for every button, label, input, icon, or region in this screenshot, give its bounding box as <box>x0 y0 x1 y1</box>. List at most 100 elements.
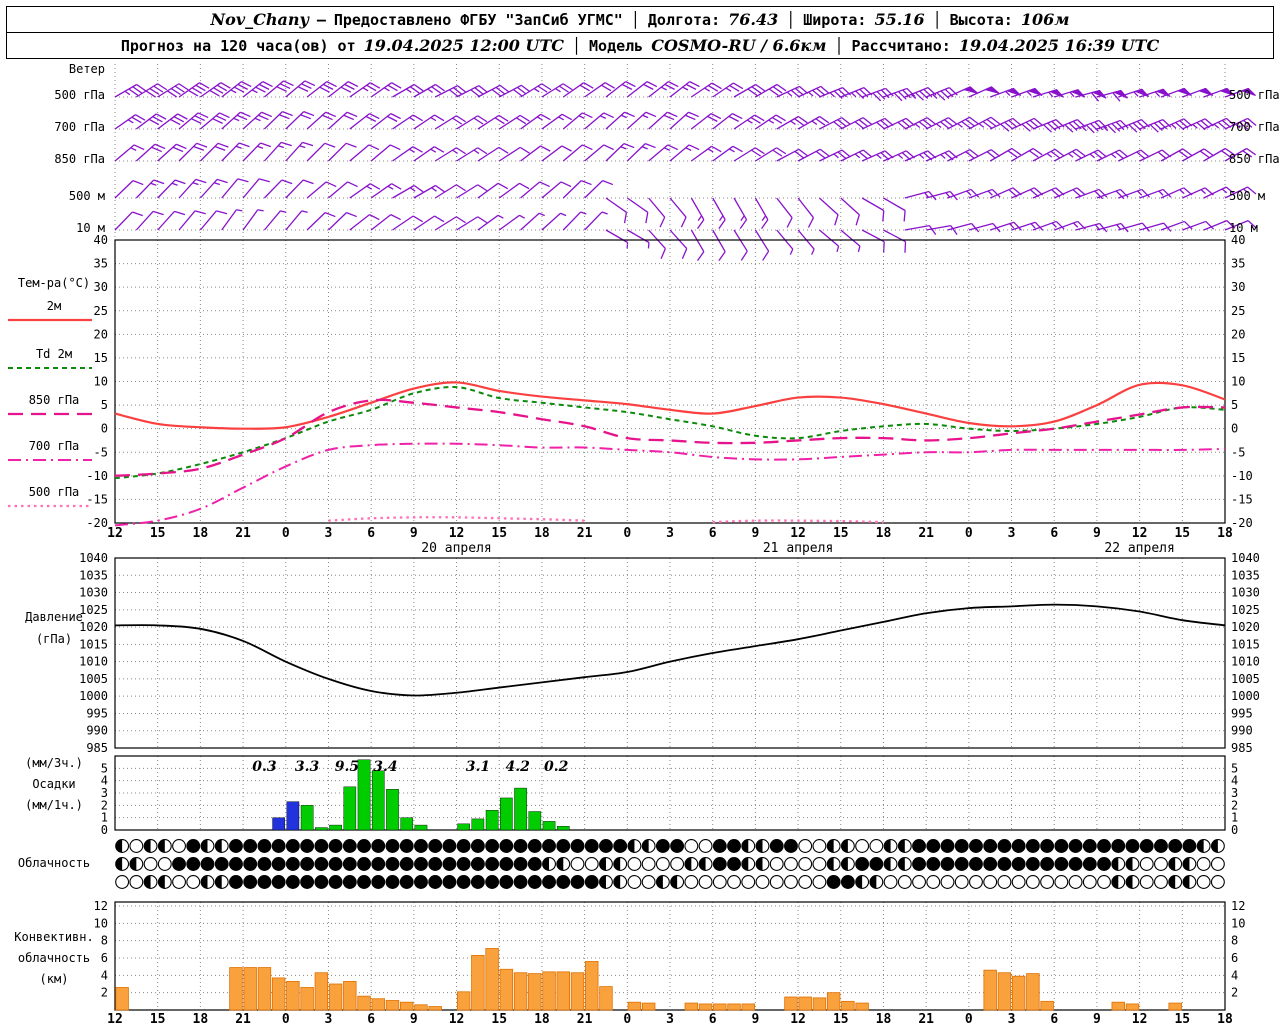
legend-td2m-label: Td 2м <box>35 347 73 361</box>
svg-text:0: 0 <box>101 422 108 436</box>
svg-text:15: 15 <box>94 351 108 365</box>
precip-bar <box>471 818 485 831</box>
temp-series-2м <box>114 381 1226 430</box>
precip-bar <box>556 826 570 831</box>
svg-text:9: 9 <box>1093 526 1101 541</box>
temp-panel-title: Тем-ра(°C) <box>17 276 91 290</box>
svg-text:1015: 1015 <box>79 637 108 651</box>
conv-bar <box>1011 975 1026 1011</box>
conv-bar <box>314 972 329 1011</box>
precip-bar <box>400 817 414 831</box>
conv-bar <box>556 971 570 1011</box>
conv-bar <box>784 996 798 1011</box>
svg-text:21: 21 <box>235 1012 251 1024</box>
svg-text:0: 0 <box>101 823 108 837</box>
svg-text:15: 15 <box>150 526 166 541</box>
header: Nov_Chany — Предоставлено ФГБУ "ЗапСиб У… <box>6 6 1274 59</box>
wind-level-label-500hpa-right: 500 гПа <box>1229 88 1280 102</box>
svg-text:20 апреля: 20 апреля <box>421 541 491 556</box>
conv-bar <box>727 1003 741 1011</box>
conv-bar <box>528 973 542 1011</box>
precip-bar <box>357 759 371 831</box>
svg-text:12: 12 <box>1132 526 1148 541</box>
svg-text:1005: 1005 <box>79 672 108 686</box>
svg-text:21: 21 <box>577 526 593 541</box>
svg-text:3.3: 3.3 <box>295 759 320 775</box>
conv-panel-title2: облачность <box>17 951 91 965</box>
svg-text:15: 15 <box>491 1012 507 1024</box>
svg-text:6: 6 <box>709 526 717 541</box>
svg-text:35: 35 <box>1231 257 1245 271</box>
forecast-label: Прогноз на 120 часа(ов) от <box>120 36 356 55</box>
svg-text:0: 0 <box>623 526 631 541</box>
svg-text:0: 0 <box>1231 422 1238 436</box>
svg-text:0: 0 <box>282 526 290 541</box>
svg-text:30: 30 <box>1231 280 1245 294</box>
conv-bar <box>997 972 1012 1011</box>
svg-text:20: 20 <box>1231 327 1245 341</box>
precip-unit1h-label: (мм/1ч.) <box>25 798 83 812</box>
forecast-time: 19.04.2025 12:00 UTC <box>363 36 564 55</box>
svg-text:990: 990 <box>86 724 108 738</box>
calc-time: 19.04.2025 16:39 UTC <box>958 36 1160 55</box>
precip-bar <box>514 787 527 831</box>
model-label: Модель <box>589 36 644 55</box>
svg-text:10: 10 <box>1231 375 1245 389</box>
svg-text:20: 20 <box>94 327 108 341</box>
svg-text:5: 5 <box>101 398 108 412</box>
svg-text:12: 12 <box>449 1012 465 1024</box>
svg-text:990: 990 <box>1231 724 1253 738</box>
svg-text:15: 15 <box>1174 526 1190 541</box>
svg-text:5: 5 <box>101 761 108 775</box>
pressure-panel-title: Давление <box>25 610 83 624</box>
wind-level-label-850hpa: 850 гПа <box>54 152 105 166</box>
svg-text:4: 4 <box>1231 968 1238 982</box>
wind-panel <box>114 64 1257 262</box>
svg-text:9: 9 <box>410 1012 418 1024</box>
svg-text:1025: 1025 <box>1231 603 1260 617</box>
svg-text:6: 6 <box>101 951 108 965</box>
svg-text:4.2: 4.2 <box>506 759 531 775</box>
precip-bar <box>329 824 342 831</box>
svg-text:1035: 1035 <box>79 568 108 582</box>
precip-bar <box>528 811 542 831</box>
svg-text:-20: -20 <box>86 516 108 530</box>
svg-text:0: 0 <box>623 1012 631 1024</box>
svg-text:21 апреля: 21 апреля <box>763 541 833 556</box>
conv-bar <box>798 996 812 1011</box>
svg-text:3: 3 <box>666 1012 674 1024</box>
conv-bar <box>826 992 841 1011</box>
svg-text:12: 12 <box>94 899 108 913</box>
svg-text:2: 2 <box>101 986 108 1000</box>
conv-bar <box>1168 1002 1182 1011</box>
station-name: Nov_Chany <box>210 10 309 29</box>
svg-text:2: 2 <box>101 798 108 812</box>
pressure-panel: 1040 1040 1035 1035 1030 1030 1025 1025 1020 1020… <box>79 551 1260 755</box>
svg-text:10: 10 <box>94 916 108 930</box>
svg-text:1000: 1000 <box>1231 689 1260 703</box>
svg-text:1020: 1020 <box>79 620 108 634</box>
svg-text:3: 3 <box>1231 786 1238 800</box>
wind-level-label-500m-right: 500 м <box>1229 189 1266 203</box>
svg-text:-15: -15 <box>86 492 108 506</box>
svg-text:3: 3 <box>101 786 108 800</box>
separator: │ <box>786 10 796 29</box>
conv-bar <box>855 1002 869 1011</box>
conv-bar <box>243 967 257 1011</box>
svg-text:0.3: 0.3 <box>252 759 277 775</box>
svg-text:40: 40 <box>94 233 108 247</box>
svg-text:1035: 1035 <box>1231 568 1260 582</box>
svg-text:1020: 1020 <box>1231 620 1260 634</box>
svg-text:1040: 1040 <box>1231 551 1260 565</box>
conv-bar <box>713 1003 727 1011</box>
svg-text:12: 12 <box>790 1012 806 1024</box>
separator: │ <box>572 36 582 55</box>
conv-bar <box>513 972 528 1011</box>
svg-text:25: 25 <box>1231 304 1245 318</box>
conv-bar <box>641 1002 656 1011</box>
precip-bar <box>386 789 399 831</box>
svg-text:1030: 1030 <box>79 586 108 600</box>
